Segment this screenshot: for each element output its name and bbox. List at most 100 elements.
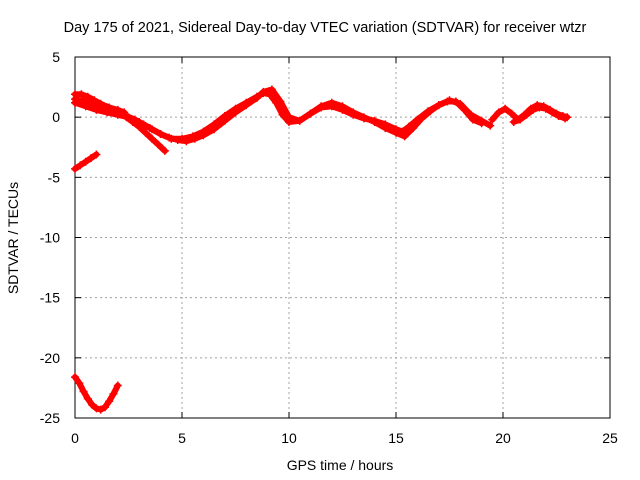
data-point-marker	[477, 119, 486, 128]
data-point-marker	[535, 103, 544, 112]
data-point-marker	[434, 101, 443, 110]
data-point-marker	[120, 108, 129, 117]
y-tick-label: -25	[40, 410, 60, 426]
data-point-marker	[252, 93, 261, 102]
x-axis-label: GPS time / hours	[287, 457, 394, 473]
y-tick-labels: 5 0 -5 -10 -15 -20 -25	[40, 49, 60, 426]
data-point-marker	[154, 140, 163, 149]
data-point-marker	[417, 114, 426, 123]
data-point-marker	[381, 124, 390, 132]
data-point-marker	[182, 137, 191, 146]
data-point-marker	[317, 102, 326, 111]
data-point-marker	[242, 101, 251, 110]
y-tick-label: -5	[48, 169, 61, 185]
data-point-marker	[88, 97, 97, 106]
x-tick-label: 10	[281, 430, 297, 446]
data-point-marker	[165, 133, 174, 142]
y-tick-label: -15	[40, 290, 60, 306]
y-tick-label: -20	[40, 350, 60, 366]
data-point-marker	[79, 387, 88, 396]
data-point-marker	[338, 102, 347, 111]
data-point-marker	[295, 116, 304, 125]
data-point-marker	[76, 161, 85, 170]
series-track-h	[509, 103, 570, 126]
data-point-marker	[160, 146, 169, 155]
data-series	[71, 85, 572, 414]
data-point-marker	[554, 112, 563, 120]
data-point-marker	[370, 118, 379, 126]
data-point-marker	[148, 134, 156, 143]
data-point-marker	[507, 109, 516, 118]
y-tick-label: 0	[52, 109, 60, 125]
data-point-marker	[105, 103, 114, 112]
data-point-marker	[486, 121, 495, 130]
data-point-marker	[156, 130, 165, 138]
data-point-marker	[210, 125, 219, 134]
data-point-marker	[451, 97, 460, 106]
data-point-marker	[426, 107, 435, 116]
data-point-marker	[349, 108, 358, 117]
data-point-marker	[109, 389, 118, 398]
data-point-marker	[501, 104, 510, 113]
data-point-marker	[83, 394, 92, 403]
y-tick-label: 5	[52, 49, 60, 65]
data-point-marker	[199, 131, 208, 140]
data-point-marker	[488, 115, 497, 124]
axis-ticks	[74, 56, 611, 419]
data-point-marker	[306, 109, 315, 118]
data-point-marker	[141, 128, 150, 137]
x-tick-label: 20	[495, 430, 511, 446]
data-point-marker	[409, 124, 418, 132]
data-point-marker	[88, 400, 97, 409]
data-point-marker	[190, 134, 199, 143]
x-tick-labels: 0 5 10 15 20 25	[71, 430, 618, 446]
data-point-marker	[529, 105, 537, 114]
data-point-marker	[87, 154, 95, 163]
x-tick-label: 0	[71, 430, 79, 446]
data-point-marker	[71, 98, 79, 107]
data-point-marker	[92, 150, 101, 159]
data-point-marker	[516, 115, 525, 124]
data-point-marker	[259, 87, 268, 96]
data-point-marker	[400, 132, 409, 141]
x-tick-label: 15	[388, 430, 404, 446]
data-point-marker	[494, 108, 503, 117]
data-point-marker	[92, 404, 101, 413]
data-point-marker	[220, 116, 229, 125]
data-point-marker	[509, 118, 518, 126]
data-point-marker	[75, 379, 84, 388]
series-track-f	[71, 373, 122, 414]
data-point-marker	[460, 105, 469, 114]
data-point-marker	[105, 397, 114, 406]
data-point-marker	[548, 108, 557, 117]
y-tick-label: -10	[40, 230, 60, 246]
data-point-marker	[139, 120, 148, 129]
data-point-marker	[173, 136, 182, 144]
data-point-marker	[77, 90, 86, 99]
data-point-marker	[101, 403, 109, 412]
data-point-marker	[96, 405, 105, 414]
data-point-marker	[81, 157, 90, 166]
x-tick-label: 25	[602, 430, 618, 446]
data-point-marker	[71, 373, 79, 382]
x-tick-label: 5	[178, 430, 186, 446]
chart-title: Day 175 of 2021, Sidereal Day-to-day VTE…	[64, 20, 587, 36]
data-point-marker	[392, 128, 400, 137]
data-point-marker	[231, 108, 240, 117]
data-point-marker	[469, 115, 477, 124]
y-axis-label: SDTVAR / TECUs	[5, 182, 21, 294]
data-point-marker	[443, 97, 452, 106]
data-point-marker	[79, 96, 88, 105]
data-point-marker	[522, 110, 531, 119]
data-point-marker	[96, 99, 105, 108]
data-point-marker	[327, 98, 336, 107]
data-point-marker	[267, 85, 276, 94]
data-point-marker	[113, 105, 122, 114]
data-point-marker	[276, 97, 285, 106]
data-point-marker	[113, 381, 122, 390]
data-point-marker	[71, 164, 79, 173]
data-point-marker	[359, 113, 368, 122]
series-track-c	[71, 85, 486, 146]
